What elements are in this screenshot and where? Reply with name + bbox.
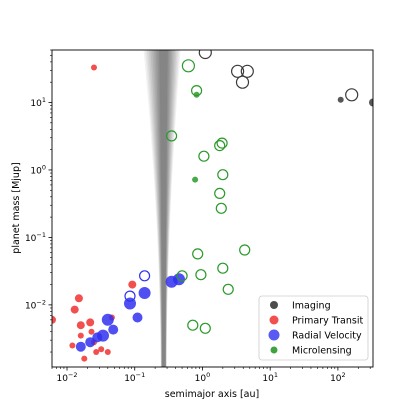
legend-marker-primary-transit <box>269 315 279 325</box>
primary-transit-point <box>86 318 95 327</box>
radial-velocity-point <box>101 313 114 326</box>
plot-frame <box>51 49 374 368</box>
microlensing-point <box>198 150 210 162</box>
primary-transit-point <box>93 349 100 355</box>
imaging-point <box>369 98 373 107</box>
x-axis-label: semimajor axis [au] <box>165 389 259 400</box>
legend-label-radial-velocity: Radial Velocity <box>292 331 362 342</box>
legend-label-microlensing: Microlensing <box>292 346 352 357</box>
imaging-point <box>231 64 245 78</box>
primary-transit-point <box>70 305 79 314</box>
y-tick-label: 10−2 <box>25 298 46 311</box>
primary-transit-point <box>128 280 137 289</box>
microlensing-point <box>192 176 199 183</box>
data-points <box>52 50 373 362</box>
y-axis: 10−2 10−1 100 101 <box>25 49 52 353</box>
legend-marker-radial-velocity <box>268 329 280 341</box>
sensitivity-band-layer <box>147 50 178 367</box>
sensitivity-band-layer <box>157 50 170 367</box>
radial-velocity-point <box>108 324 119 335</box>
x-tick-label: 10−2 <box>56 371 77 384</box>
sensitivity-band-layer <box>154 50 173 367</box>
legend-label-imaging: Imaging <box>292 301 331 312</box>
imaging-point <box>345 88 359 102</box>
sensitivity-band-layer <box>145 50 180 367</box>
legend: Imaging Primary Transit Radial Velocity … <box>258 295 369 361</box>
sensitivity-band-layer <box>143 50 181 367</box>
x-tick-label: 100 <box>195 371 211 384</box>
legend-box <box>258 295 369 361</box>
x-tick-label: 10−1 <box>124 371 145 384</box>
y-tick-label: 100 <box>30 163 46 176</box>
microlensing-point <box>166 130 178 142</box>
sensitivity-band <box>143 50 181 367</box>
microlensing-point <box>216 137 228 149</box>
microlensing-point <box>217 262 229 274</box>
y-tick-label: 101 <box>30 96 46 109</box>
primary-transit-point <box>74 294 83 303</box>
microlensing-point <box>187 319 199 331</box>
microlensing-point <box>217 169 229 181</box>
primary-transit-point <box>52 315 56 324</box>
legend-marker-imaging <box>270 301 278 309</box>
microlensing-point <box>214 187 226 199</box>
microlensing-point <box>195 269 207 281</box>
x-tick-label: 101 <box>262 371 278 384</box>
legend-label-primary-transit: Primary Transit <box>292 316 363 327</box>
primary-transit-point <box>98 346 105 353</box>
sensitivity-band-layer <box>155 50 171 367</box>
primary-transit-point <box>69 342 76 349</box>
sensitivity-band-layer <box>148 50 177 367</box>
primary-transit-point <box>81 355 88 362</box>
radial-velocity-point <box>124 290 136 302</box>
radial-velocity-point <box>97 329 109 342</box>
radial-velocity-point <box>85 337 96 348</box>
imaging-point <box>198 50 212 60</box>
microlensing-point <box>199 322 211 334</box>
radial-velocity-point <box>132 312 143 323</box>
microlensing-point <box>176 270 188 282</box>
sensitivity-band-layer <box>159 50 168 367</box>
radial-velocity-point <box>75 341 86 352</box>
microlensing-point <box>214 140 226 152</box>
radial-velocity-point <box>138 287 151 299</box>
legend-marker-microlensing <box>270 346 278 354</box>
primary-transit-point <box>91 64 97 71</box>
microlensing-point <box>181 59 195 73</box>
radial-velocity-point <box>139 270 151 282</box>
primary-transit-point <box>104 349 111 355</box>
y-tick-label: 10−1 <box>25 231 46 244</box>
sensitivity-band-layer <box>150 50 175 367</box>
microlensing-point <box>193 91 200 98</box>
primary-transit-point <box>77 332 84 339</box>
imaging-point <box>337 96 344 103</box>
x-tick-label: 102 <box>330 371 346 384</box>
microlensing-point <box>215 202 227 214</box>
imaging-point <box>235 75 250 89</box>
primary-transit-point <box>76 321 85 330</box>
microlensing-point <box>239 244 251 256</box>
microlensing-point <box>222 283 234 295</box>
x-axis: 10−2 10−1 100 101 102 <box>51 367 371 384</box>
microlensing-point <box>192 248 204 260</box>
y-axis-label: planet mass [Mjup] <box>11 162 22 253</box>
primary-transit-point <box>88 328 95 335</box>
imaging-point <box>240 64 254 78</box>
sensitivity-band-layer <box>152 50 174 367</box>
